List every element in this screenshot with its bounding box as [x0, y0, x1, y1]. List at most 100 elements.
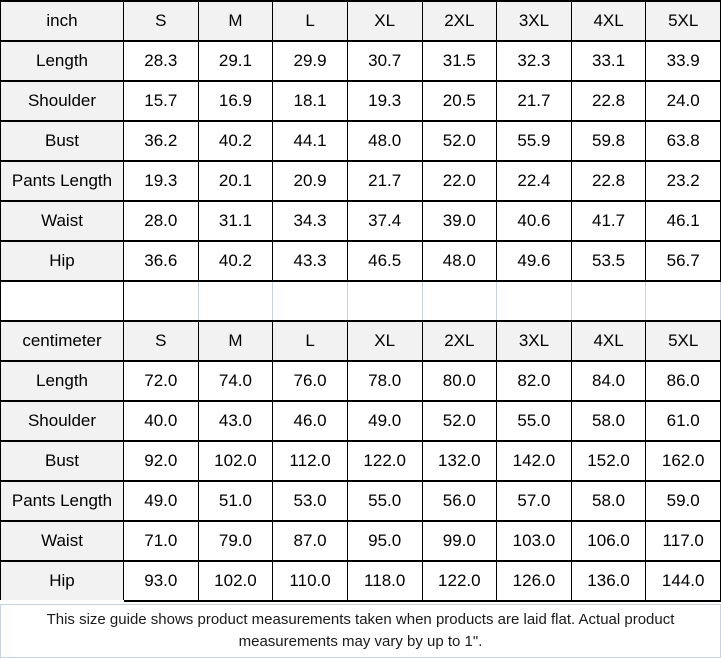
measurement-value: 34.3: [272, 200, 348, 242]
spacer-row: [0, 280, 721, 322]
size-column-header: S: [123, 0, 199, 42]
measurement-row: Hip 93.0 102.0 110.0 118.0 122.0 126.0 136.0 144…: [0, 560, 721, 602]
measurement-value: 48.0: [346, 120, 423, 162]
measurement-value: 40.0: [123, 400, 199, 442]
measurement-value: 102.0: [197, 440, 274, 482]
measurement-value: 52.0: [421, 120, 498, 162]
measurement-value: 57.0: [496, 480, 572, 522]
measurement-value: 15.7: [123, 80, 199, 122]
measurement-value: 74.0: [197, 360, 274, 402]
measurement-value: 53.0: [272, 480, 348, 522]
measurement-value: 49.6: [496, 240, 572, 282]
measurement-value: 19.3: [346, 80, 423, 122]
spacer-cell: [496, 280, 572, 322]
measurement-value: 32.3: [496, 40, 572, 82]
measurement-value: 33.9: [645, 40, 721, 82]
measurement-label: Pants Length: [0, 160, 124, 202]
measurement-value: 52.0: [421, 400, 498, 442]
measurement-value: 49.0: [346, 400, 423, 442]
measurement-value: 28.3: [123, 40, 199, 82]
measurement-row: Shoulder 40.0 43.0 46.0 49.0 52.0 55.0 58.0 61.0: [0, 400, 721, 442]
measurement-label: Hip: [0, 240, 124, 282]
measurement-value: 93.0: [123, 560, 199, 602]
measurement-label: Waist: [0, 520, 124, 562]
measurement-value: 152.0: [570, 440, 647, 482]
measurement-row: Length 72.0 74.0 76.0 78.0 80.0 82.0 84.0 86.0: [0, 360, 721, 402]
measurement-value: 40.6: [496, 200, 572, 242]
measurement-value: 117.0: [645, 520, 721, 562]
measurement-value: 103.0: [496, 520, 572, 562]
size-column-header: S: [123, 320, 199, 362]
size-column-header: M: [197, 0, 274, 42]
measurement-row: Pants Length 49.0 51.0 53.0 55.0 56.0 57.0 58.0…: [0, 480, 721, 522]
measurement-value: 92.0: [123, 440, 199, 482]
measurement-value: 142.0: [496, 440, 572, 482]
measurement-row: Length 28.3 29.1 29.9 30.7 31.5 32.3 33.1 33.9: [0, 40, 721, 82]
measurement-label: Hip: [0, 560, 124, 602]
measurement-value: 41.7: [570, 200, 647, 242]
measurement-value: 106.0: [570, 520, 647, 562]
size-column-header: L: [272, 320, 348, 362]
measurement-value: 20.1: [197, 160, 274, 202]
measurement-value: 46.5: [346, 240, 423, 282]
measurement-label: Bust: [0, 440, 124, 482]
spacer-cell: [272, 280, 348, 322]
measurement-label: Waist: [0, 200, 124, 242]
measurement-value: 122.0: [346, 440, 423, 482]
size-column-header: 3XL: [496, 320, 572, 362]
measurement-value: 59.8: [570, 120, 647, 162]
size-guide-note: This size guide shows product measuremen…: [0, 604, 721, 658]
measurement-value: 79.0: [197, 520, 274, 562]
measurement-value: 36.6: [123, 240, 199, 282]
measurement-value: 78.0: [346, 360, 423, 402]
size-column-header: XL: [346, 320, 423, 362]
measurement-value: 48.0: [421, 240, 498, 282]
measurement-value: 29.1: [197, 40, 274, 82]
measurement-value: 55.0: [346, 480, 423, 522]
spacer-cell: [421, 280, 498, 322]
measurement-label: Shoulder: [0, 80, 124, 122]
size-column-header: 5XL: [645, 320, 721, 362]
size-column-header: XL: [346, 0, 423, 42]
size-header-row: centimeter S M L XL 2XL 3XL 4XL 5XL: [0, 320, 721, 362]
measurement-value: 99.0: [421, 520, 498, 562]
measurement-value: 21.7: [496, 80, 572, 122]
measurement-value: 59.0: [645, 480, 721, 522]
measurement-value: 49.0: [123, 480, 199, 522]
measurement-value: 29.9: [272, 40, 348, 82]
measurement-value: 22.0: [421, 160, 498, 202]
measurement-value: 95.0: [346, 520, 423, 562]
measurement-value: 110.0: [272, 560, 348, 602]
measurement-value: 112.0: [272, 440, 348, 482]
measurement-value: 126.0: [496, 560, 572, 602]
measurement-value: 31.1: [197, 200, 274, 242]
measurement-label: Bust: [0, 120, 124, 162]
measurement-value: 53.5: [570, 240, 647, 282]
measurement-row: Pants Length 19.3 20.1 20.9 21.7 22.0 22.4 22.8…: [0, 160, 721, 202]
measurement-value: 102.0: [197, 560, 274, 602]
measurement-value: 22.8: [570, 160, 647, 202]
measurement-value: 20.9: [272, 160, 348, 202]
measurement-value: 71.0: [123, 520, 199, 562]
measurement-value: 39.0: [421, 200, 498, 242]
size-header-row: inch S M L XL 2XL 3XL 4XL 5XL: [0, 0, 721, 42]
measurement-value: 40.2: [197, 120, 274, 162]
measurement-value: 55.0: [496, 400, 572, 442]
measurement-value: 46.0: [272, 400, 348, 442]
measurement-value: 21.7: [346, 160, 423, 202]
measurement-row: Waist 28.0 31.1 34.3 37.4 39.0 40.6 41.7 46.1: [0, 200, 721, 242]
spacer-cell: [645, 280, 721, 322]
measurement-value: 46.1: [645, 200, 721, 242]
measurement-row: Hip 36.6 40.2 43.3 46.5 48.0 49.6 53.5 56.7: [0, 240, 721, 282]
spacer-cell: [346, 280, 423, 322]
measurement-value: 80.0: [421, 360, 498, 402]
measurement-value: 76.0: [272, 360, 348, 402]
measurement-value: 31.5: [421, 40, 498, 82]
spacer-cell: [197, 280, 274, 322]
size-column-header: 2XL: [421, 320, 498, 362]
measurement-value: 40.2: [197, 240, 274, 282]
measurement-value: 16.9: [197, 80, 274, 122]
measurement-value: 144.0: [645, 560, 721, 602]
measurement-value: 56.0: [421, 480, 498, 522]
